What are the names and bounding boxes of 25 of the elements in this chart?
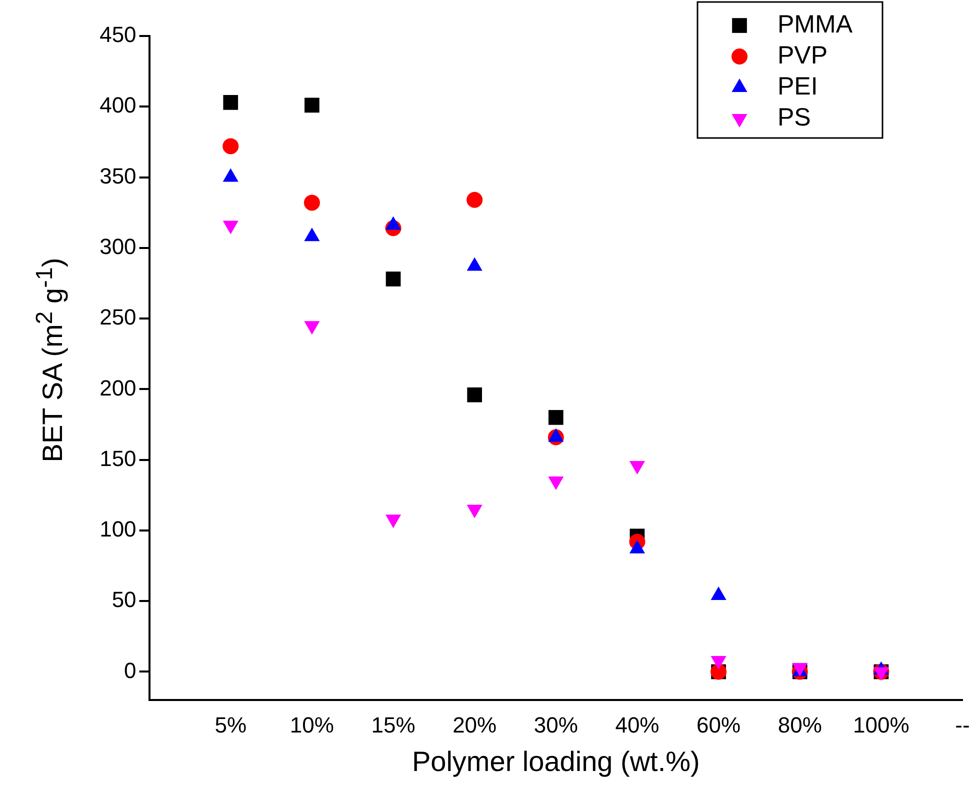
x-tick-label: 100%: [853, 712, 910, 738]
x-tick-label: 5%: [214, 712, 247, 738]
legend-label: PS: [778, 103, 811, 132]
y-tick-label: 50: [112, 587, 136, 612]
y-tick-label: 100: [100, 516, 136, 542]
y-tick-label: 400: [100, 92, 136, 118]
x-tick-label: 30%: [534, 712, 578, 738]
x-tick-label: 20%: [452, 712, 497, 738]
y-tick-label: 250: [100, 304, 136, 330]
x-tick-label: 40%: [615, 712, 660, 738]
y-tick-label: 450: [100, 22, 136, 48]
x-tick-label: 15%: [371, 712, 416, 738]
legend-label: PVP: [778, 41, 828, 70]
y-tick-label: 0: [124, 658, 136, 683]
y-tick-label: 350: [100, 163, 136, 188]
x-tick-label: --: [955, 712, 970, 738]
y-tick-label: 150: [100, 446, 136, 471]
y-tick-label: 300: [100, 234, 136, 259]
x-tick-label: 60%: [696, 712, 741, 738]
x-tick-label: 10%: [290, 712, 334, 738]
x-tick-label: 80%: [778, 712, 822, 738]
y-tick-label: 200: [100, 375, 136, 400]
legend-label: PMMA: [778, 10, 853, 38]
x-axis-title: Polymer loading (wt.%): [412, 746, 700, 777]
legend-label: PEI: [778, 72, 818, 100]
